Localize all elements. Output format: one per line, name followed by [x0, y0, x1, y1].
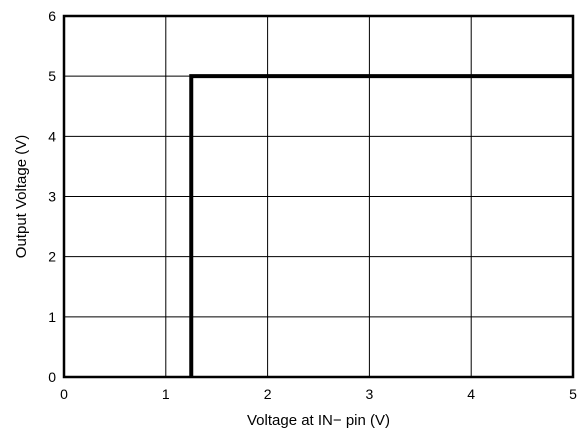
series-line	[189, 74, 573, 377]
y-axis-title: Output Voltage (V)	[13, 135, 30, 258]
y-tick-label: 6	[48, 8, 56, 24]
y-tick-label: 2	[48, 249, 56, 265]
x-tick-label: 3	[366, 386, 374, 402]
y-tick-label: 3	[48, 189, 56, 205]
y-tick-label: 0	[48, 369, 56, 385]
x-tick-label: 2	[264, 386, 272, 402]
x-tick-label: 1	[162, 386, 170, 402]
x-axis-ticks: 0 1 2 3 4 5	[60, 386, 577, 402]
grid	[64, 16, 573, 377]
y-tick-label: 1	[48, 309, 56, 325]
plot-frame	[62, 14, 575, 379]
y-axis-ticks: 0 1 2 3 4 5 6	[48, 8, 56, 385]
y-tick-label: 4	[48, 128, 56, 144]
series-layer	[189, 74, 573, 377]
x-axis-title: Voltage at IN− pin (V)	[247, 412, 390, 429]
x-tick-label: 0	[60, 386, 68, 402]
x-tick-label: 5	[569, 386, 577, 402]
y-tick-label: 5	[48, 68, 56, 84]
x-tick-label: 4	[467, 386, 475, 402]
